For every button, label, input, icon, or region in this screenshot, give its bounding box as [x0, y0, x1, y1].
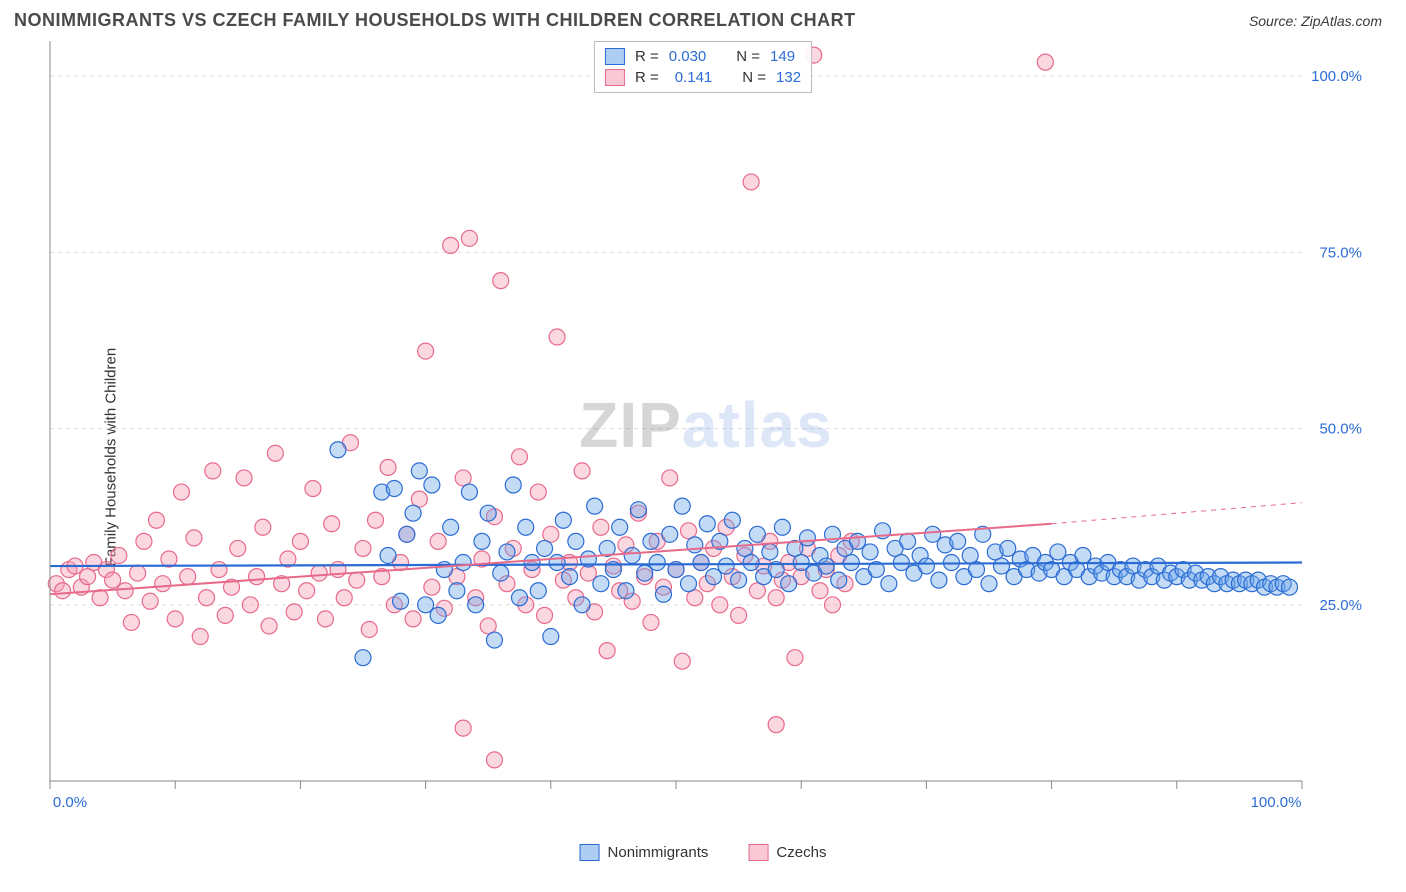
legend-label-pink: Czechs: [776, 844, 826, 861]
scatter-plot: ZIPatlas 25.0% 50.0% 75.0% 100.0% 0.0% 100.0…: [46, 37, 1366, 827]
swatch-pink-icon: [748, 844, 768, 861]
legend-label-blue: Nonimmigrants: [608, 844, 709, 861]
legend-stats-row-pink: R = 0.141 N = 132: [605, 67, 801, 88]
legend-item-pink: Czechs: [748, 844, 826, 861]
legend-stats-row-blue: R = 0.030 N = 149: [605, 46, 801, 67]
source-label: Source: ZipAtlas.com: [1249, 13, 1382, 29]
chart-title: NONIMMIGRANTS VS CZECH FAMILY HOUSEHOLDS…: [14, 10, 856, 31]
svg-text:100.0%: 100.0%: [1311, 68, 1362, 85]
r-label: R =: [635, 69, 659, 86]
blue-n-value: 149: [770, 48, 795, 65]
legend-item-blue: Nonimmigrants: [580, 844, 709, 861]
r-label: R =: [635, 48, 659, 65]
pink-n-value: 132: [776, 69, 801, 86]
svg-text:100.0%: 100.0%: [1251, 794, 1302, 811]
blue-r-value: 0.030: [669, 48, 707, 65]
legend-stats-box: R = 0.030 N = 149 R = 0.141 N = 132: [594, 41, 812, 93]
watermark: ZIPatlas: [579, 389, 832, 461]
chart-container: Family Households with Children ZIPatlas…: [0, 37, 1406, 877]
swatch-blue-icon: [605, 48, 625, 65]
legend-series: Nonimmigrants Czechs: [580, 844, 827, 861]
svg-text:0.0%: 0.0%: [53, 794, 87, 811]
svg-text:25.0%: 25.0%: [1319, 597, 1362, 614]
n-label: N =: [742, 69, 766, 86]
svg-text:75.0%: 75.0%: [1319, 244, 1362, 261]
n-label: N =: [736, 48, 760, 65]
svg-text:50.0%: 50.0%: [1319, 421, 1362, 438]
swatch-blue-icon: [580, 844, 600, 861]
swatch-pink-icon: [605, 69, 625, 86]
pink-r-value: 0.141: [675, 69, 713, 86]
